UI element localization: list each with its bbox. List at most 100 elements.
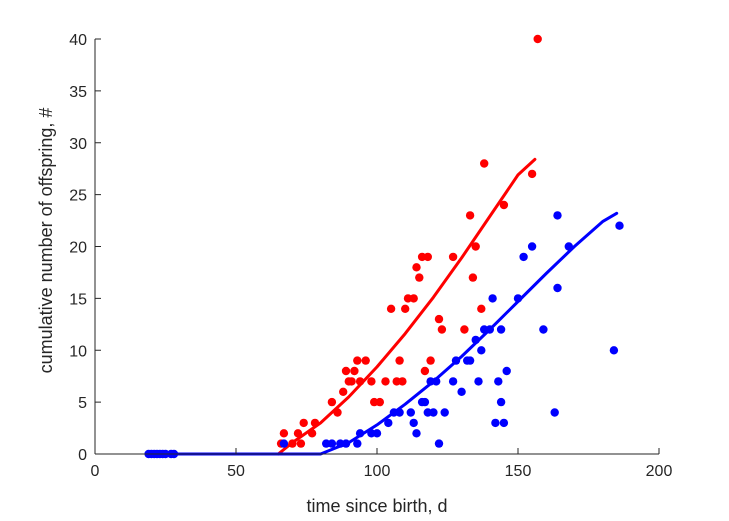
fit-line-series-2 xyxy=(147,211,619,456)
data-point-series-1 xyxy=(499,200,509,210)
x-axis-label: time since birth, d xyxy=(306,496,447,516)
data-point-series-2 xyxy=(491,418,500,428)
data-point-series-2 xyxy=(432,377,441,386)
data-point-series-1 xyxy=(296,439,306,448)
data-point-series-2 xyxy=(440,408,449,417)
data-point-series-2 xyxy=(553,211,562,220)
data-point-series-2 xyxy=(488,294,497,303)
data-point-series-2 xyxy=(496,325,506,334)
data-point-series-1 xyxy=(480,159,489,168)
data-point-series-2 xyxy=(434,439,444,448)
data-point-series-2 xyxy=(474,377,483,386)
data-point-series-2 xyxy=(457,387,466,396)
y-tick-label: 10 xyxy=(69,343,87,360)
y-tick-label: 35 xyxy=(69,84,87,101)
data-point-series-1 xyxy=(434,314,444,324)
data-point-series-2 xyxy=(513,294,523,303)
fit-lines-group xyxy=(147,157,619,456)
y-tick-label: 40 xyxy=(69,32,87,49)
data-point-series-1 xyxy=(426,356,435,365)
data-point-series-2 xyxy=(477,346,486,355)
data-point-series-2 xyxy=(609,346,619,355)
data-point-series-1 xyxy=(293,429,303,438)
data-point-series-2 xyxy=(465,356,475,365)
data-point-series-2 xyxy=(485,325,494,334)
data-point-series-2 xyxy=(499,418,509,428)
data-point-series-2 xyxy=(384,418,393,428)
y-tick-label: 20 xyxy=(69,240,87,257)
data-point-series-2 xyxy=(341,439,351,448)
data-point-series-2 xyxy=(564,242,573,251)
data-point-series-1 xyxy=(468,273,478,282)
data-point-series-1 xyxy=(310,418,320,428)
data-point-series-2 xyxy=(372,429,382,438)
data-point-series-1 xyxy=(386,304,396,313)
x-tick-label: 150 xyxy=(505,463,532,480)
x-tick-label: 100 xyxy=(364,463,391,480)
data-point-series-1 xyxy=(533,34,542,44)
y-tick-label: 5 xyxy=(78,395,87,412)
data-points-group xyxy=(144,34,624,459)
data-point-series-1 xyxy=(471,242,480,251)
data-point-series-2 xyxy=(553,283,562,293)
data-point-series-2 xyxy=(539,325,548,334)
data-point-series-1 xyxy=(409,294,418,303)
data-point-series-1 xyxy=(448,252,458,262)
data-point-series-2 xyxy=(550,408,559,417)
data-point-series-1 xyxy=(333,408,342,417)
data-point-series-1 xyxy=(412,263,421,272)
data-point-series-2 xyxy=(395,408,404,417)
data-point-series-1 xyxy=(527,169,537,179)
data-point-series-1 xyxy=(339,387,348,396)
data-point-series-1 xyxy=(350,366,359,376)
data-point-series-2 xyxy=(471,335,480,345)
data-point-series-1 xyxy=(353,356,362,365)
data-point-series-1 xyxy=(420,366,430,376)
data-point-series-1 xyxy=(460,325,469,334)
data-point-series-1 xyxy=(279,429,289,438)
data-point-series-2 xyxy=(279,439,289,448)
data-point-series-1 xyxy=(395,356,404,365)
y-axis-label: cumulative number of offspring, # xyxy=(36,108,56,374)
data-point-series-1 xyxy=(347,377,356,386)
data-point-series-2 xyxy=(429,408,438,417)
data-point-series-1 xyxy=(367,377,376,386)
x-tick-label: 50 xyxy=(227,463,245,480)
data-point-series-2 xyxy=(519,252,528,262)
data-point-series-2 xyxy=(502,366,511,376)
data-point-series-1 xyxy=(327,397,337,407)
y-tick-label: 30 xyxy=(69,136,87,153)
data-point-series-2 xyxy=(409,418,418,428)
x-tick-label: 200 xyxy=(646,463,673,480)
data-point-series-2 xyxy=(615,221,624,230)
data-point-series-2 xyxy=(420,397,430,407)
data-point-series-2 xyxy=(448,377,458,386)
data-point-series-1 xyxy=(299,418,308,428)
data-point-series-2 xyxy=(527,242,537,251)
data-point-series-2 xyxy=(451,356,461,365)
data-point-series-1 xyxy=(423,252,432,262)
data-point-series-2 xyxy=(496,397,506,407)
data-point-series-2 xyxy=(412,429,421,438)
data-point-series-1 xyxy=(375,397,384,407)
y-tick-label: 25 xyxy=(69,188,87,205)
data-point-series-2 xyxy=(406,408,415,417)
axes-group: 0 50 100 150 200 0 5 10 15 20 25 30 35 40 xyxy=(69,32,672,480)
data-point-series-2 xyxy=(327,439,337,448)
data-point-series-1 xyxy=(341,366,351,376)
data-point-series-1 xyxy=(307,429,317,438)
data-point-series-1 xyxy=(398,377,407,386)
data-point-series-1 xyxy=(288,439,297,448)
data-point-series-1 xyxy=(355,377,365,386)
data-point-series-2 xyxy=(355,429,365,438)
y-tick-label: 0 xyxy=(78,447,87,464)
data-point-series-1 xyxy=(477,304,486,313)
x-tick-label: 0 xyxy=(91,463,100,480)
data-point-series-1 xyxy=(415,273,424,282)
data-point-series-2 xyxy=(494,377,503,386)
data-point-series-1 xyxy=(401,304,410,313)
data-point-series-1 xyxy=(465,211,475,220)
data-point-series-2 xyxy=(353,439,362,448)
